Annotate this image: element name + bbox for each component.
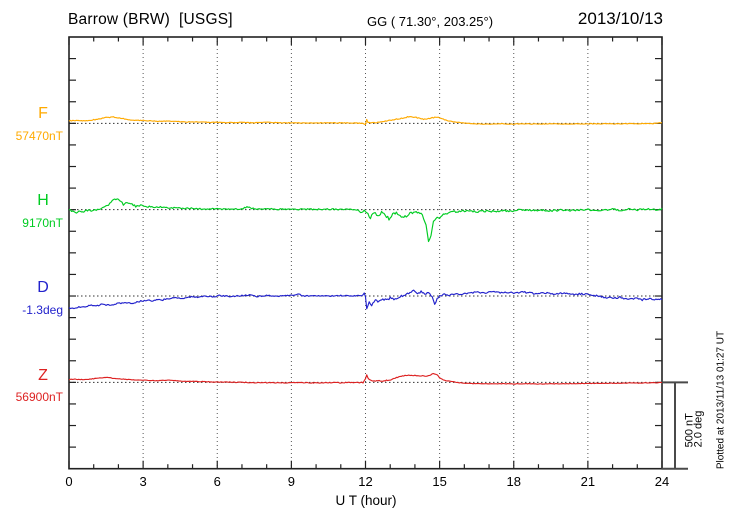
channel-label-D: D <box>37 279 49 296</box>
x-tick-label: 21 <box>580 474 596 489</box>
channel-baseline-Z: 56900nT <box>15 390 63 404</box>
scale-bar-label-deg: 2.0 deg <box>692 410 704 448</box>
channel-label-F: F <box>38 105 48 122</box>
x-axis-title: U T (hour) <box>335 493 397 508</box>
x-tick-label: 12 <box>358 474 373 489</box>
plotted-at-timestamp: Plotted at 2013/11/13 01:27 UT <box>715 330 727 470</box>
channel-baseline-D: -1.3deg <box>22 303 63 317</box>
x-tick-label: 0 <box>65 474 73 489</box>
scale-bar-label: 500 nT 2.0 deg <box>684 410 705 448</box>
station-title: Barrow (BRW) [USGS] <box>68 11 233 28</box>
x-tick-label: 24 <box>654 474 670 489</box>
x-tick-label: 9 <box>287 474 295 489</box>
plot-date: 2013/10/13 <box>577 9 663 28</box>
geographic-coordinates: GG ( 71.30°, 203.25°) <box>367 14 494 29</box>
channel-label-H: H <box>37 192 49 209</box>
channel-baseline-F: 57470nT <box>15 129 63 143</box>
x-tick-label: 18 <box>506 474 521 489</box>
x-tick-label: 15 <box>432 474 447 489</box>
x-tick-label: 3 <box>139 474 147 489</box>
channel-baseline-H: 9170nT <box>22 216 63 230</box>
x-axis-tick-labels: 0 3 6 9 12 15 18 21 24 <box>0 474 730 490</box>
channel-label-Z: Z <box>38 367 48 384</box>
x-tick-label: 6 <box>213 474 221 489</box>
